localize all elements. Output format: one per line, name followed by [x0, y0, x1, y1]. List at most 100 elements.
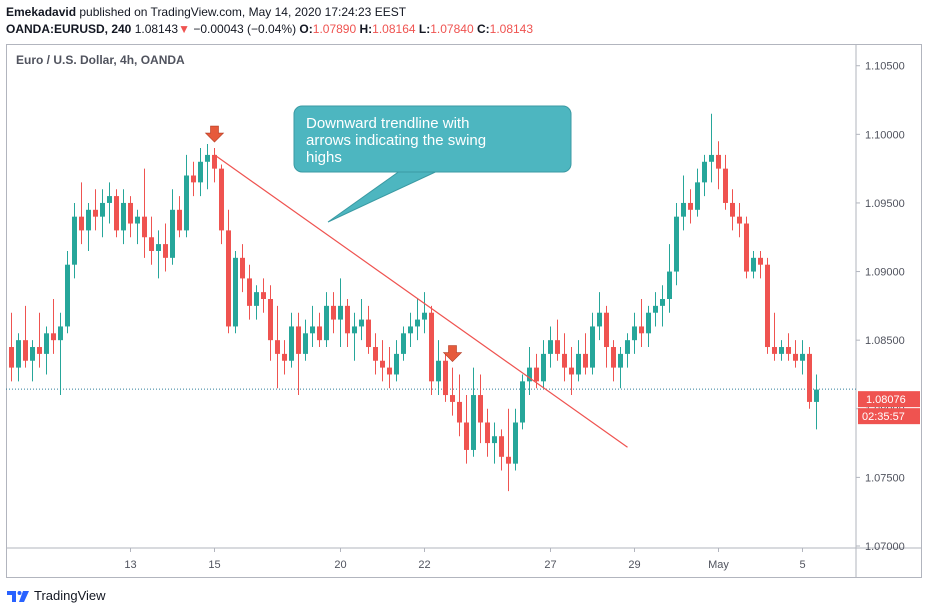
- price-tag-label: 1.08076: [866, 394, 906, 406]
- candle-down: [569, 367, 574, 375]
- candle-down: [758, 257, 763, 265]
- swing-high-arrow-icon: [204, 125, 225, 143]
- candle-up: [436, 360, 441, 382]
- candle-down: [373, 347, 378, 361]
- candle-down: [737, 216, 742, 224]
- candle-down: [450, 395, 455, 402]
- publish-info: Emekadavid published on TradingView.com,…: [6, 4, 533, 21]
- candle-down: [688, 202, 693, 210]
- candle-up: [541, 353, 546, 382]
- x-tick-label: 22: [418, 559, 430, 571]
- time-axis[interactable]: 13 15 20 22 27 29 May 5: [124, 548, 806, 571]
- candle-up: [65, 264, 70, 327]
- high-value: 1.08164: [372, 22, 416, 36]
- candle-up: [184, 175, 189, 231]
- y-tick-label: 1.10500: [865, 61, 905, 73]
- candle-up: [100, 202, 105, 217]
- candle-down: [226, 230, 231, 327]
- candle-down: [268, 299, 273, 341]
- candle-up: [170, 209, 175, 258]
- price-change: −0.00043 (−0.04%): [193, 22, 297, 36]
- x-tick-label: 29: [628, 559, 640, 571]
- candle-up: [520, 381, 525, 423]
- publish-text: published on TradingView.com, May 14, 20…: [76, 5, 407, 19]
- low-label: L:: [418, 22, 431, 36]
- x-tick-label: 15: [208, 559, 220, 571]
- candle-down: [37, 347, 42, 354]
- x-tick-label: 5: [799, 559, 805, 571]
- open-label: O:: [299, 22, 313, 36]
- y-tick-label: 1.10000: [865, 129, 905, 141]
- candle-down: [611, 347, 616, 368]
- candle-down: [380, 360, 385, 368]
- chart-title: Euro / U.S. Dollar, 4h, OANDA: [16, 53, 185, 67]
- candle-up: [632, 326, 637, 341]
- downward-trendline: [214, 154, 628, 448]
- callout-text-line: Downward trendline with: [306, 115, 469, 132]
- candle-down: [23, 340, 28, 361]
- candle-down: [443, 360, 448, 396]
- y-tick-label: 1.09000: [865, 267, 905, 279]
- candle-down: [765, 264, 770, 348]
- candle-down: [317, 326, 322, 341]
- candle-up: [653, 305, 658, 313]
- candle-up: [338, 305, 343, 320]
- low-value: 1.07840: [430, 22, 474, 36]
- candle-up: [352, 326, 357, 334]
- current-price-tag: 1.08076 02:35:57: [858, 391, 920, 425]
- candle-up: [359, 319, 364, 327]
- candle-down: [366, 319, 371, 348]
- candle-down: [744, 223, 749, 272]
- open-value: 1.07890: [312, 22, 357, 36]
- candle-down: [387, 367, 392, 375]
- candle-up: [233, 257, 238, 327]
- high-label: H:: [359, 22, 373, 36]
- candle-down: [457, 401, 462, 423]
- candle-up: [695, 182, 700, 210]
- candle-up: [625, 340, 630, 354]
- candle-down: [345, 305, 350, 334]
- candle-down: [93, 209, 98, 217]
- candle-down: [212, 154, 217, 169]
- candle-down: [163, 244, 168, 258]
- candle-down: [9, 347, 14, 368]
- candle-up: [198, 161, 203, 183]
- candle-down: [716, 154, 721, 169]
- candle-up: [30, 347, 35, 361]
- price-axis[interactable]: 1.10500 1.10000 1.09500 1.09000 1.08500 1.080…: [856, 61, 905, 553]
- candle-up: [779, 347, 784, 354]
- candle-down: [149, 237, 154, 251]
- candle-down: [723, 168, 728, 203]
- candle-down: [534, 367, 539, 382]
- candlestick-chart[interactable]: Euro / U.S. Dollar, 4h, OANDA 1.105001.1…: [6, 44, 922, 578]
- candle-up: [72, 216, 77, 265]
- candle-down: [772, 347, 777, 354]
- callout-box: [293, 105, 572, 173]
- chart-frame: [6, 44, 922, 578]
- candle-down: [275, 340, 280, 354]
- y-tick-label: 1.09500: [865, 198, 905, 210]
- down-arrow-icon: ▼: [178, 22, 190, 36]
- tradingview-logo-icon: [7, 590, 29, 602]
- candle-up: [681, 202, 686, 217]
- candle-up: [618, 353, 623, 368]
- x-tick-label: 27: [544, 559, 556, 571]
- candle-up: [408, 326, 413, 334]
- annotation-callout: Downward trendline with arrows indicating…: [293, 105, 572, 223]
- candle-up: [471, 395, 476, 450]
- candle-down: [177, 209, 182, 231]
- candle-up: [660, 299, 665, 306]
- candle-up: [44, 333, 49, 354]
- y-tick-label: 1.08500: [865, 335, 905, 347]
- candle-up: [86, 209, 91, 231]
- candle-down: [282, 353, 287, 361]
- candle-down: [142, 216, 147, 238]
- candle-up: [513, 422, 518, 464]
- footer: TradingView: [6, 588, 106, 603]
- candle-down: [191, 175, 196, 183]
- candle-up: [415, 319, 420, 327]
- swing-high-arrow-icon: [442, 345, 463, 363]
- candle-up: [709, 154, 714, 162]
- candle-down: [114, 196, 119, 231]
- candle-down: [331, 305, 336, 320]
